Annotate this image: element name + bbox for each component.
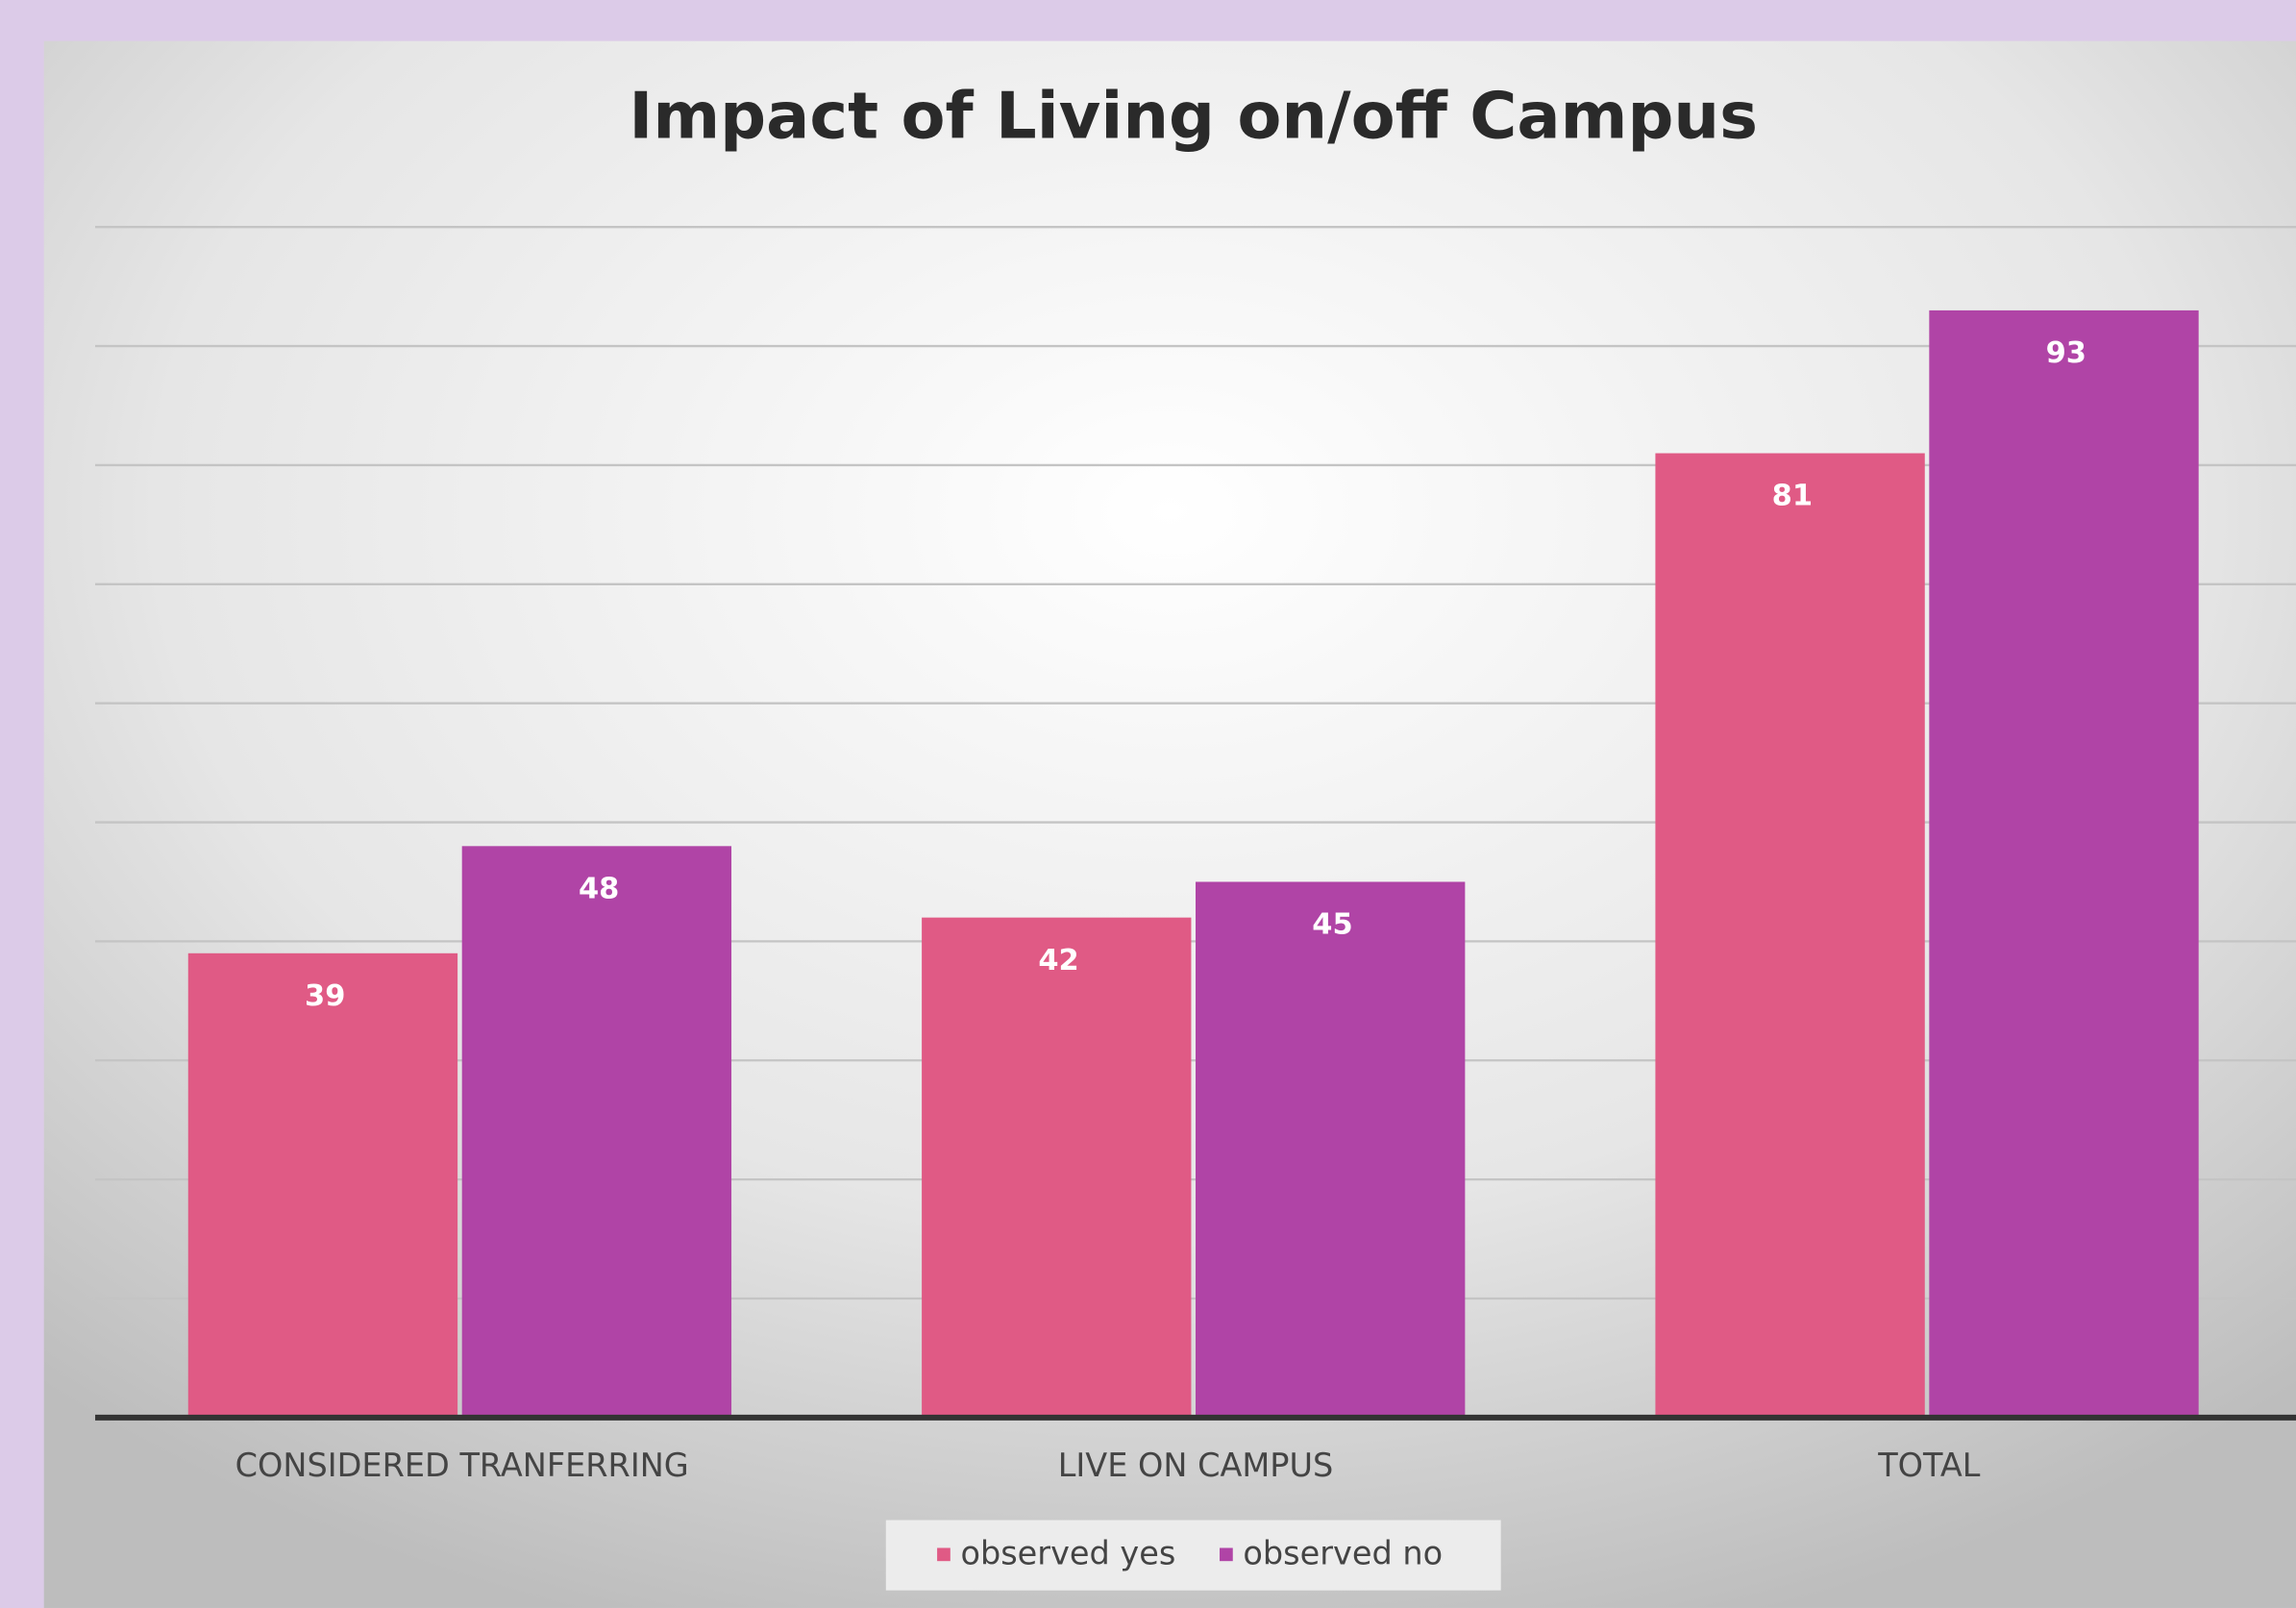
data-label: 39 <box>305 979 345 1013</box>
data-label: 42 <box>1038 944 1078 977</box>
legend-swatch <box>937 1547 950 1562</box>
bar <box>922 917 1192 1418</box>
x-tick-label: LIVE ON CAMPUS <box>1058 1447 1334 1484</box>
bar <box>461 846 732 1418</box>
legend-label: observed yes <box>960 1535 1175 1572</box>
bar <box>1929 309 2199 1418</box>
x-tick-label: TOTAL <box>1877 1447 1981 1484</box>
data-label: 48 <box>579 873 619 906</box>
bar <box>1196 881 1466 1418</box>
chart-title: Impact of Living on/off Campus <box>629 79 1758 154</box>
x-tick-label: CONSIDERED TRANFERRING <box>235 1447 689 1484</box>
bar <box>187 952 458 1418</box>
bar <box>1655 453 1925 1418</box>
legend-label: observed no <box>1243 1535 1443 1572</box>
data-label: 93 <box>2046 336 2086 370</box>
data-label: 81 <box>1772 480 1813 513</box>
legend-swatch <box>1220 1547 1233 1562</box>
data-label: 45 <box>1312 908 1352 942</box>
legend-box <box>885 1520 1501 1591</box>
